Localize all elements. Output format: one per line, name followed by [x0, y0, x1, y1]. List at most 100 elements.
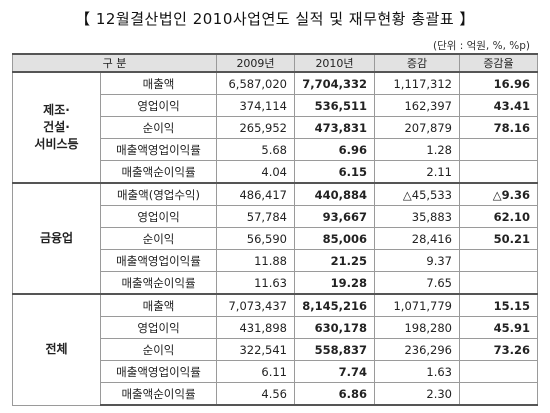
metric-cell: 순이익 — [100, 338, 217, 361]
rate-cell: 62.10 — [459, 205, 538, 228]
metric-cell: 매출액 — [100, 293, 217, 317]
table-row: 영업이익 57,784 93,667 35,883 62.10 — [13, 205, 538, 228]
rate-cell — [459, 249, 538, 272]
change-cell: 7.65 — [374, 271, 460, 295]
rate-cell: 78.16 — [459, 116, 538, 139]
change-cell: 1,071,779 — [374, 293, 460, 317]
header-2010: 2010년 — [294, 53, 375, 73]
value-2009-cell: 11.63 — [216, 271, 295, 295]
group-label: 제조· 건설· 서비스등 — [12, 71, 101, 184]
table-row: 순이익 265,952 473,831 207,879 78.16 — [13, 116, 538, 139]
rate-cell: 16.96 — [459, 71, 538, 95]
metric-cell: 매출액 — [100, 71, 217, 95]
value-2010-cell: 85,006 — [294, 227, 375, 250]
summary-table: 구 분 2009년 2010년 증감 증감율 제조· 건설· 서비스등 매출액 6,… — [12, 53, 538, 406]
change-cell: 2.11 — [374, 160, 460, 184]
change-cell: 207,879 — [374, 116, 460, 139]
change-cell: 1,117,312 — [374, 71, 460, 95]
rate-cell — [459, 160, 538, 184]
header-2009: 2009년 — [216, 53, 295, 73]
group-label: 전체 — [12, 293, 101, 406]
table-row: 매출액순이익률 4.56 6.86 2.30 — [13, 382, 538, 406]
value-2010-cell: 21.25 — [294, 249, 375, 272]
rate-cell: 43.41 — [459, 94, 538, 117]
value-2010-cell: 440,884 — [294, 182, 375, 206]
metric-cell: 영업이익 — [100, 94, 217, 117]
value-2009-cell: 5.68 — [216, 138, 295, 161]
rate-cell — [459, 360, 538, 383]
change-cell: 1.63 — [374, 360, 460, 383]
value-2010-cell: 93,667 — [294, 205, 375, 228]
group-label: 금융업 — [12, 182, 101, 295]
value-2009-cell: 431,898 — [216, 316, 295, 339]
value-2010-cell: 7,704,332 — [294, 71, 375, 95]
table-row: 제조· 건설· 서비스등 매출액 6,587,020 7,704,332 1,117,3… — [12, 71, 538, 184]
metric-cell: 매출액순이익률 — [100, 271, 217, 295]
table-row: 금융업 매출액(영업수익) 486,417 440,884 △45,533 △9.36 — [12, 182, 538, 295]
metric-cell: 매출액순이익률 — [100, 160, 217, 184]
table-row: 순이익 322,541 558,837 236,296 73.26 — [13, 338, 538, 361]
value-2009-cell: 57,784 — [216, 205, 295, 228]
value-2009-cell: 4.56 — [216, 382, 295, 406]
metric-cell: 영업이익 — [100, 316, 217, 339]
value-2010-cell: 536,511 — [294, 94, 375, 117]
value-2010-cell: 6.15 — [294, 160, 375, 184]
metric-cell: 영업이익 — [100, 205, 217, 228]
value-2009-cell: 265,952 — [216, 116, 295, 139]
rate-cell: △9.36 — [459, 182, 538, 206]
value-2010-cell: 8,145,216 — [294, 293, 375, 317]
change-cell: 9.37 — [374, 249, 460, 272]
value-2009-cell: 322,541 — [216, 338, 295, 361]
table-row: 순이익 56,590 85,006 28,416 50.21 — [13, 227, 538, 250]
header-rate: 증감율 — [459, 53, 538, 73]
change-cell: 2.30 — [374, 382, 460, 406]
value-2010-cell: 558,837 — [294, 338, 375, 361]
value-2010-cell: 19.28 — [294, 271, 375, 295]
header-category: 구 분 — [12, 53, 217, 73]
table-row: 매출액영업이익률 5.68 6.96 1.28 — [13, 138, 538, 161]
table-row: 매출액순이익률 4.04 6.15 2.11 — [13, 160, 538, 184]
value-2010-cell: 7.74 — [294, 360, 375, 383]
change-cell: 1.28 — [374, 138, 460, 161]
rate-cell: 15.15 — [459, 293, 538, 317]
unit-note: (단위 : 억원, %, %p) — [432, 40, 530, 52]
table-body: 제조· 건설· 서비스등 매출액 6,587,020 7,704,332 1,117,3… — [12, 71, 538, 406]
change-cell: 28,416 — [374, 227, 460, 250]
change-cell: △45,533 — [374, 182, 460, 206]
table-row: 전체 매출액 7,073,437 8,145,216 1,071,779 15.15 — [12, 293, 538, 406]
metric-cell: 순이익 — [100, 227, 217, 250]
rate-cell: 45.91 — [459, 316, 538, 339]
metric-cell: 매출액영업이익률 — [100, 249, 217, 272]
metric-cell: 순이익 — [100, 116, 217, 139]
page-title: 【 12월결산법인 2010사업연도 실적 및 재무현황 총괄표 】 — [75, 10, 475, 28]
value-2009-cell: 7,073,437 — [216, 293, 295, 317]
value-2010-cell: 473,831 — [294, 116, 375, 139]
metric-cell: 매출액(영업수익) — [100, 182, 217, 206]
rate-cell: 50.21 — [459, 227, 538, 250]
value-2009-cell: 486,417 — [216, 182, 295, 206]
table-row: 매출액영업이익률 6.11 7.74 1.63 — [13, 360, 538, 383]
table-row: 영업이익 374,114 536,511 162,397 43.41 — [13, 94, 538, 117]
value-2010-cell: 6.96 — [294, 138, 375, 161]
value-2009-cell: 4.04 — [216, 160, 295, 184]
value-2010-cell: 6.86 — [294, 382, 375, 406]
header-change: 증감 — [374, 53, 460, 73]
value-2009-cell: 11.88 — [216, 249, 295, 272]
change-cell: 162,397 — [374, 94, 460, 117]
change-cell: 198,280 — [374, 316, 460, 339]
rate-cell: 73.26 — [459, 338, 538, 361]
metric-cell: 매출액영업이익률 — [100, 360, 217, 383]
value-2009-cell: 374,114 — [216, 94, 295, 117]
rate-cell — [459, 138, 538, 161]
change-cell: 236,296 — [374, 338, 460, 361]
value-2009-cell: 56,590 — [216, 227, 295, 250]
value-2009-cell: 6,587,020 — [216, 71, 295, 95]
rate-cell — [459, 382, 538, 406]
header-row: 구 분 2009년 2010년 증감 증감율 — [12, 53, 538, 73]
value-2009-cell: 6.11 — [216, 360, 295, 383]
table-row: 매출액영업이익률 11.88 21.25 9.37 — [13, 249, 538, 272]
rate-cell — [459, 271, 538, 295]
change-cell: 35,883 — [374, 205, 460, 228]
metric-cell: 매출액영업이익률 — [100, 138, 217, 161]
value-2010-cell: 630,178 — [294, 316, 375, 339]
